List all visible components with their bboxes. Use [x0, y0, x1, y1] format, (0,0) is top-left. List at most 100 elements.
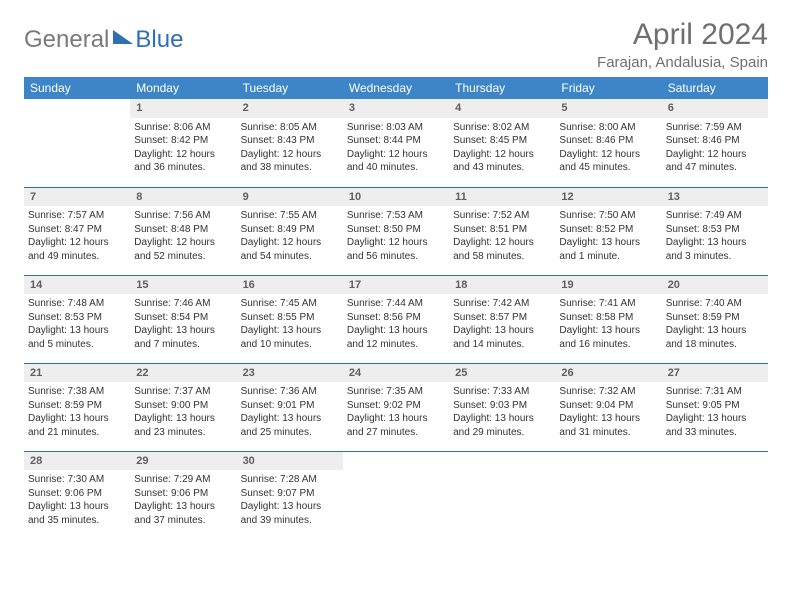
sunset-text: Sunset: 8:44 PM — [347, 134, 445, 148]
sunrise-text: Sunrise: 7:36 AM — [241, 385, 339, 399]
day2-text: and 3 minutes. — [666, 250, 764, 264]
day2-text: and 56 minutes. — [347, 250, 445, 264]
day1-text: Daylight: 13 hours — [347, 324, 445, 338]
day2-text: and 35 minutes. — [28, 514, 126, 528]
sunrise-text: Sunrise: 7:35 AM — [347, 385, 445, 399]
sunset-text: Sunset: 8:49 PM — [241, 223, 339, 237]
sunset-text: Sunset: 8:52 PM — [559, 223, 657, 237]
sunrise-text: Sunrise: 7:29 AM — [134, 473, 232, 487]
day-header: Saturday — [662, 77, 768, 99]
day-number: 15 — [130, 276, 236, 295]
day-number: 24 — [343, 364, 449, 383]
calendar-cell: 25Sunrise: 7:33 AMSunset: 9:03 PMDayligh… — [449, 363, 555, 451]
day-number: 8 — [130, 188, 236, 207]
day-number: 2 — [237, 99, 343, 118]
sunrise-text: Sunrise: 7:44 AM — [347, 297, 445, 311]
sunset-text: Sunset: 9:02 PM — [347, 399, 445, 413]
sunrise-text: Sunrise: 8:00 AM — [559, 121, 657, 135]
sunset-text: Sunset: 8:46 PM — [666, 134, 764, 148]
calendar-cell — [343, 451, 449, 539]
calendar-cell: 6Sunrise: 7:59 AMSunset: 8:46 PMDaylight… — [662, 99, 768, 187]
day1-text: Daylight: 13 hours — [28, 500, 126, 514]
day-number: 16 — [237, 276, 343, 295]
day-number: 18 — [449, 276, 555, 295]
day2-text: and 7 minutes. — [134, 338, 232, 352]
day-number: 12 — [555, 188, 661, 207]
sunset-text: Sunset: 8:55 PM — [241, 311, 339, 325]
day1-text: Daylight: 12 hours — [347, 236, 445, 250]
sunset-text: Sunset: 8:45 PM — [453, 134, 551, 148]
day-number: 3 — [343, 99, 449, 118]
sunset-text: Sunset: 8:47 PM — [28, 223, 126, 237]
sunset-text: Sunset: 9:07 PM — [241, 487, 339, 501]
day-number: 19 — [555, 276, 661, 295]
calendar-cell: 1Sunrise: 8:06 AMSunset: 8:42 PMDaylight… — [130, 99, 236, 187]
sunset-text: Sunset: 8:57 PM — [453, 311, 551, 325]
sunrise-text: Sunrise: 7:49 AM — [666, 209, 764, 223]
calendar-cell: 3Sunrise: 8:03 AMSunset: 8:44 PMDaylight… — [343, 99, 449, 187]
day1-text: Daylight: 12 hours — [347, 148, 445, 162]
day1-text: Daylight: 12 hours — [28, 236, 126, 250]
day1-text: Daylight: 13 hours — [666, 236, 764, 250]
sunrise-text: Sunrise: 7:42 AM — [453, 297, 551, 311]
day-number: 26 — [555, 364, 661, 383]
calendar-cell: 28Sunrise: 7:30 AMSunset: 9:06 PMDayligh… — [24, 451, 130, 539]
calendar-cell: 14Sunrise: 7:48 AMSunset: 8:53 PMDayligh… — [24, 275, 130, 363]
calendar-cell: 5Sunrise: 8:00 AMSunset: 8:46 PMDaylight… — [555, 99, 661, 187]
sunset-text: Sunset: 8:56 PM — [347, 311, 445, 325]
sunrise-text: Sunrise: 7:50 AM — [559, 209, 657, 223]
calendar-cell: 11Sunrise: 7:52 AMSunset: 8:51 PMDayligh… — [449, 187, 555, 275]
day2-text: and 52 minutes. — [134, 250, 232, 264]
sunset-text: Sunset: 8:43 PM — [241, 134, 339, 148]
day-header: Monday — [130, 77, 236, 99]
day2-text: and 33 minutes. — [666, 426, 764, 440]
day1-text: Daylight: 13 hours — [666, 324, 764, 338]
day-number: 30 — [237, 452, 343, 471]
calendar-cell: 17Sunrise: 7:44 AMSunset: 8:56 PMDayligh… — [343, 275, 449, 363]
sunrise-text: Sunrise: 7:40 AM — [666, 297, 764, 311]
day2-text: and 47 minutes. — [666, 161, 764, 175]
sunset-text: Sunset: 8:51 PM — [453, 223, 551, 237]
sunset-text: Sunset: 8:50 PM — [347, 223, 445, 237]
day1-text: Daylight: 12 hours — [666, 148, 764, 162]
calendar-cell: 13Sunrise: 7:49 AMSunset: 8:53 PMDayligh… — [662, 187, 768, 275]
calendar-head: SundayMondayTuesdayWednesdayThursdayFrid… — [24, 77, 768, 99]
calendar-cell — [449, 451, 555, 539]
sunset-text: Sunset: 9:01 PM — [241, 399, 339, 413]
brand-logo: General Blue — [24, 26, 183, 54]
day1-text: Daylight: 13 hours — [347, 412, 445, 426]
brand-part-1: General — [24, 26, 109, 54]
day2-text: and 16 minutes. — [559, 338, 657, 352]
calendar-cell: 27Sunrise: 7:31 AMSunset: 9:05 PMDayligh… — [662, 363, 768, 451]
day2-text: and 39 minutes. — [241, 514, 339, 528]
sunset-text: Sunset: 8:59 PM — [28, 399, 126, 413]
sunrise-text: Sunrise: 7:59 AM — [666, 121, 764, 135]
day-number: 21 — [24, 364, 130, 383]
sunrise-text: Sunrise: 7:56 AM — [134, 209, 232, 223]
logo-triangle-icon — [113, 30, 133, 44]
day-number: 23 — [237, 364, 343, 383]
calendar-cell: 18Sunrise: 7:42 AMSunset: 8:57 PMDayligh… — [449, 275, 555, 363]
sunrise-text: Sunrise: 8:06 AM — [134, 121, 232, 135]
sunrise-text: Sunrise: 7:57 AM — [28, 209, 126, 223]
day2-text: and 18 minutes. — [666, 338, 764, 352]
calendar-body: 1Sunrise: 8:06 AMSunset: 8:42 PMDaylight… — [24, 99, 768, 539]
sunrise-text: Sunrise: 7:45 AM — [241, 297, 339, 311]
day-number: 22 — [130, 364, 236, 383]
calendar-cell — [24, 99, 130, 187]
sunrise-text: Sunrise: 7:37 AM — [134, 385, 232, 399]
day1-text: Daylight: 13 hours — [453, 412, 551, 426]
day-number: 25 — [449, 364, 555, 383]
calendar-cell: 8Sunrise: 7:56 AMSunset: 8:48 PMDaylight… — [130, 187, 236, 275]
day2-text: and 21 minutes. — [28, 426, 126, 440]
day1-text: Daylight: 13 hours — [666, 412, 764, 426]
day2-text: and 1 minute. — [559, 250, 657, 264]
sunrise-text: Sunrise: 7:46 AM — [134, 297, 232, 311]
calendar-cell: 23Sunrise: 7:36 AMSunset: 9:01 PMDayligh… — [237, 363, 343, 451]
day2-text: and 58 minutes. — [453, 250, 551, 264]
day1-text: Daylight: 12 hours — [241, 148, 339, 162]
day2-text: and 23 minutes. — [134, 426, 232, 440]
sunrise-text: Sunrise: 7:33 AM — [453, 385, 551, 399]
sunrise-text: Sunrise: 7:32 AM — [559, 385, 657, 399]
calendar-cell: 10Sunrise: 7:53 AMSunset: 8:50 PMDayligh… — [343, 187, 449, 275]
